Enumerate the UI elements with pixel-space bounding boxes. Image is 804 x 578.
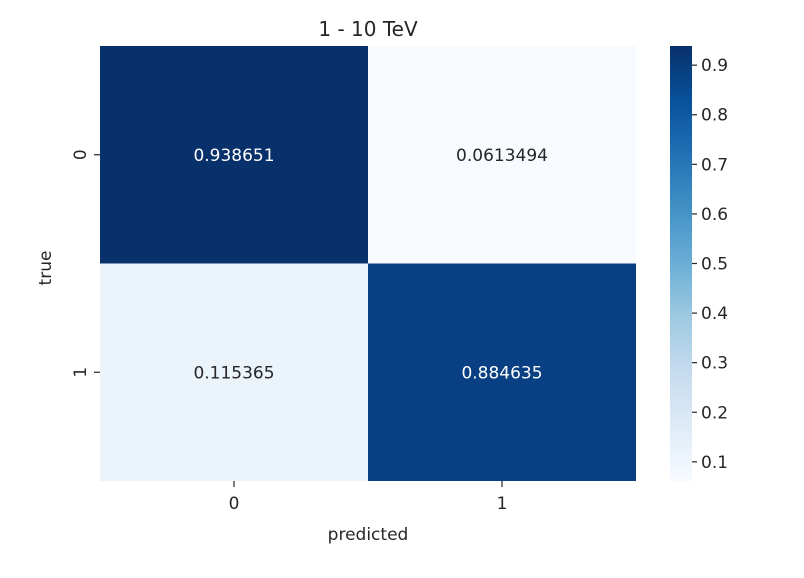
cell-value-label: 0.884635 bbox=[461, 363, 542, 383]
colorbar-tick-label: 0.1 bbox=[701, 453, 728, 473]
colorbar-tick-label: 0.5 bbox=[701, 255, 728, 275]
heatmap-cell bbox=[100, 46, 368, 264]
heatmap-cell bbox=[100, 263, 368, 481]
colorbar-tick-label: 0.2 bbox=[701, 403, 728, 423]
y-axis-label: true bbox=[36, 251, 56, 286]
chart-title: 1 - 10 TeV bbox=[318, 17, 418, 41]
cell-value-label: 0.938651 bbox=[193, 146, 274, 166]
colorbar-tick-label: 0.6 bbox=[701, 205, 728, 225]
x-tick-label: 1 bbox=[497, 494, 508, 514]
colorbar-tick-label: 0.4 bbox=[701, 304, 728, 324]
heatmap-cell bbox=[368, 263, 636, 481]
colorbar-tick-label: 0.3 bbox=[701, 354, 728, 374]
heatmap-cell bbox=[368, 46, 636, 264]
heatmap-cells bbox=[100, 46, 636, 481]
cell-value-label: 0.115365 bbox=[193, 363, 274, 383]
heatmap-cell-labels: 0.938651 0.0613494 0.115365 0.884635 bbox=[193, 146, 548, 384]
colorbar-tick-label: 0.9 bbox=[701, 56, 728, 76]
colorbar-tick-label: 0.8 bbox=[701, 106, 728, 126]
x-axis-label: predicted bbox=[328, 525, 409, 545]
colorbar-tick-label: 0.7 bbox=[701, 155, 728, 175]
colorbar-ticks: 0.1 0.2 0.3 0.4 0.5 0.6 0.7 0.8 0.9 bbox=[692, 56, 728, 473]
y-tick-label: 0 bbox=[71, 149, 91, 160]
x-tick-label: 0 bbox=[229, 494, 240, 514]
colorbar bbox=[670, 46, 692, 481]
y-axis-ticks: 01 bbox=[71, 149, 100, 378]
cell-value-label: 0.0613494 bbox=[456, 146, 548, 166]
y-tick-label: 1 bbox=[71, 367, 91, 378]
